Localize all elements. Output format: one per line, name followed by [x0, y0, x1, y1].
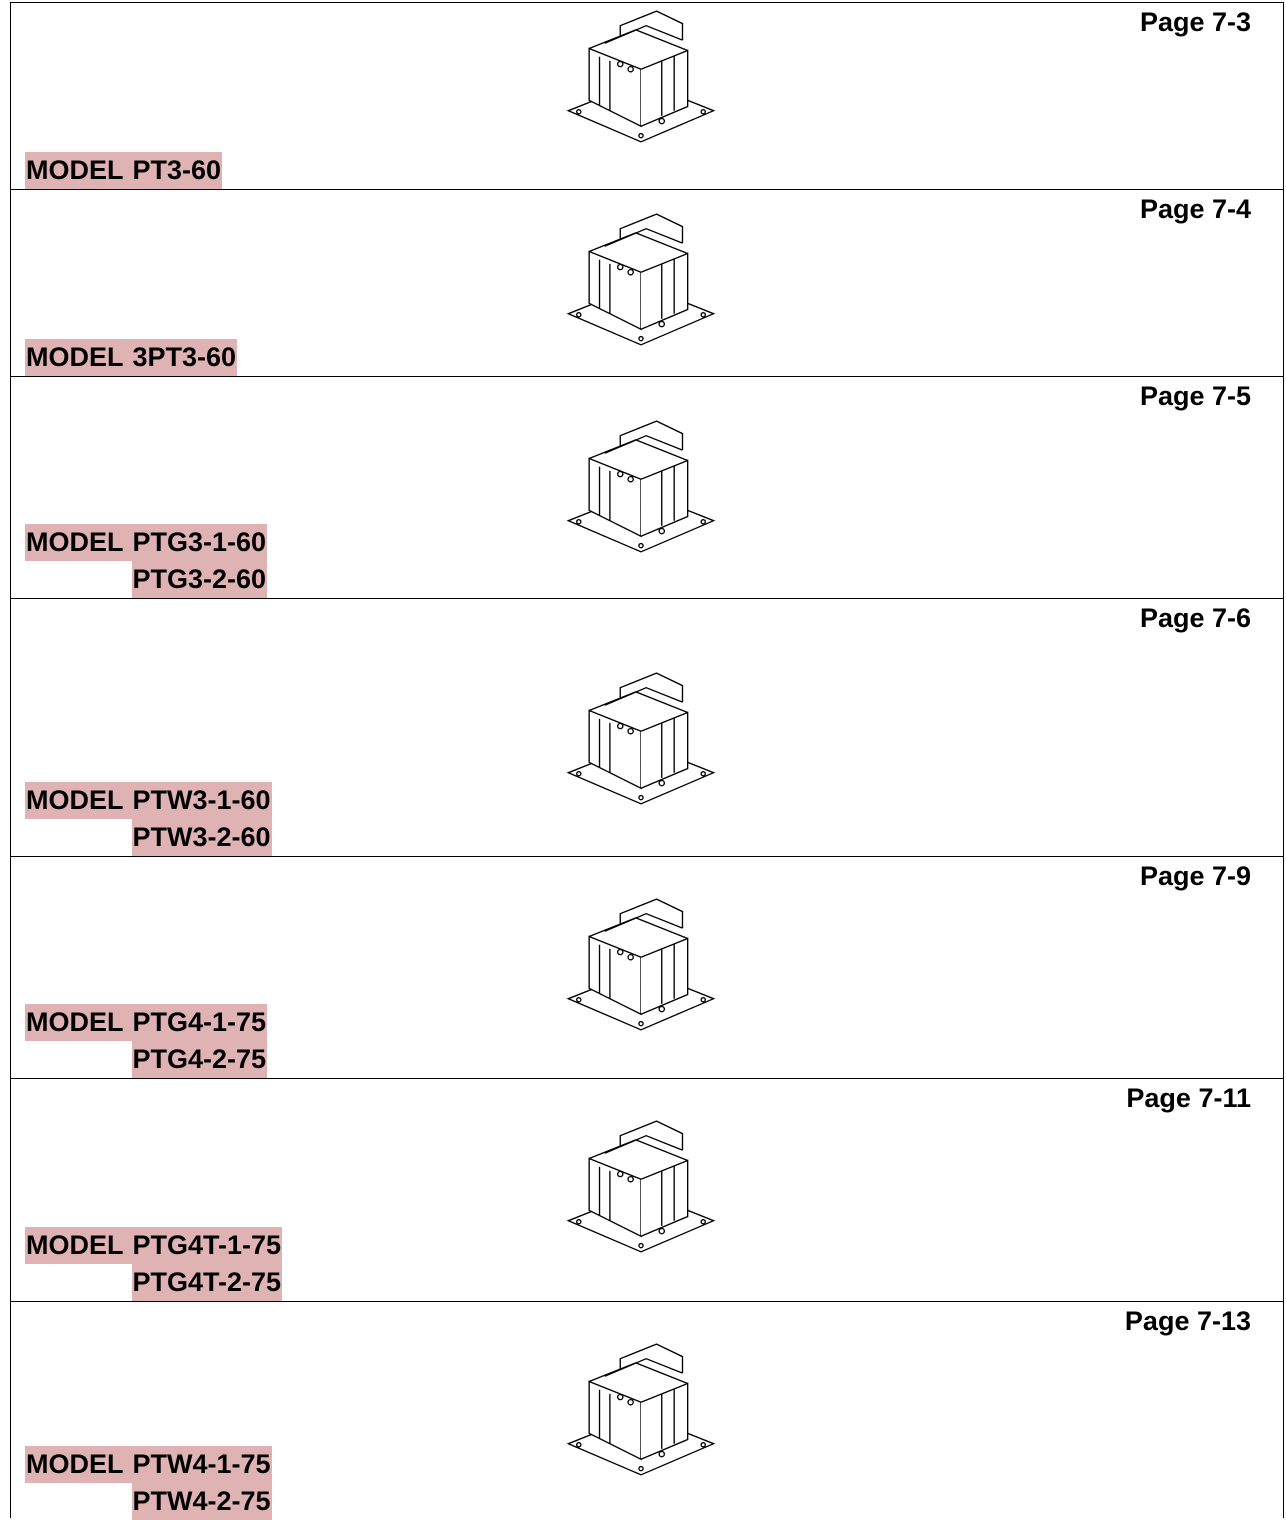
- model-label: MODEL: [25, 339, 132, 376]
- page-reference: Page 7-13: [1124, 1306, 1251, 1336]
- page-reference: Page 7-5: [1139, 381, 1251, 411]
- page-reference: Page 7-11: [1126, 1083, 1251, 1113]
- sheet: Page 7-3 MODEL PT3-60 Page 7-4 MODEL 3PT3-60 P…: [10, 2, 1284, 1520]
- product-drawing: [567, 213, 715, 346]
- product-drawing: [567, 420, 715, 553]
- product-drawing: [567, 1120, 715, 1253]
- catalog-row: Page 7-11 MODEL PTG4T-1-75 PTG4T-2-75: [11, 1079, 1283, 1302]
- model-label: MODEL: [25, 1446, 132, 1483]
- model-name: PT3-60: [131, 152, 223, 189]
- product-drawing: [567, 10, 715, 143]
- product-drawing: [567, 898, 715, 1031]
- model-name: PTG4T-1-75: [131, 1227, 283, 1264]
- spacer: [25, 1264, 132, 1301]
- model-name: PTW4-1-75: [131, 1446, 272, 1483]
- model-list: MODEL PTG3-1-60 PTG3-2-60: [25, 524, 268, 598]
- catalog-row: Page 7-6 MODEL PTW3-1-60 PTW3-2-60: [11, 599, 1283, 857]
- spacer: [25, 1041, 132, 1078]
- catalog-row: Page 7-13 MODEL PTW4-1-75 PTW4-2-75: [11, 1302, 1283, 1520]
- model-name: PTW3-2-60: [131, 819, 272, 856]
- model-label: MODEL: [25, 1227, 132, 1264]
- model-name: PTG3-1-60: [131, 524, 268, 561]
- model-list: MODEL PTW4-1-75 PTW4-2-75: [25, 1446, 272, 1520]
- page-reference: Page 7-9: [1139, 861, 1251, 891]
- catalog-row: Page 7-5 MODEL PTG3-1-60 PTG3-2-60: [11, 377, 1283, 599]
- model-label: MODEL: [25, 782, 132, 819]
- catalog-row: Page 7-3 MODEL PT3-60: [11, 3, 1283, 190]
- model-label: MODEL: [25, 524, 132, 561]
- model-list: MODEL PTG4T-1-75 PTG4T-2-75: [25, 1227, 283, 1301]
- model-name: PTG4T-2-75: [131, 1264, 283, 1301]
- model-name: PTG4-2-75: [131, 1041, 268, 1078]
- model-list: MODEL PTW3-1-60 PTW3-2-60: [25, 782, 272, 856]
- product-drawing: [567, 672, 715, 805]
- catalog-row: Page 7-9 MODEL PTG4-1-75 PTG4-2-75: [11, 857, 1283, 1079]
- catalog-row: Page 7-4 MODEL 3PT3-60: [11, 190, 1283, 377]
- model-name: PTW3-1-60: [131, 782, 272, 819]
- spacer: [25, 1483, 132, 1520]
- spacer: [25, 819, 132, 856]
- model-list: MODEL PTG4-1-75 PTG4-2-75: [25, 1004, 268, 1078]
- model-list: MODEL PT3-60: [25, 152, 223, 189]
- model-name: PTG3-2-60: [131, 561, 268, 598]
- model-name: PTW4-2-75: [131, 1483, 272, 1520]
- model-name: PTG4-1-75: [131, 1004, 268, 1041]
- page-reference: Page 7-6: [1139, 603, 1251, 633]
- model-name: 3PT3-60: [131, 339, 238, 376]
- page-reference: Page 7-4: [1139, 194, 1251, 224]
- spacer: [25, 561, 132, 598]
- product-drawing: [567, 1343, 715, 1476]
- page-reference: Page 7-3: [1139, 7, 1251, 37]
- model-list: MODEL 3PT3-60: [25, 339, 238, 376]
- model-label: MODEL: [25, 1004, 132, 1041]
- model-label: MODEL: [25, 152, 132, 189]
